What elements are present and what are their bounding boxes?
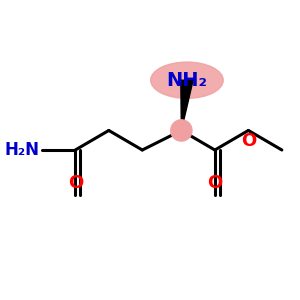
Circle shape — [171, 120, 192, 141]
Text: O: O — [241, 132, 256, 150]
Text: O: O — [207, 174, 223, 192]
Text: NH₂: NH₂ — [167, 71, 208, 90]
Ellipse shape — [151, 62, 223, 98]
Text: O: O — [68, 174, 83, 192]
Text: H₂N: H₂N — [4, 141, 39, 159]
Polygon shape — [181, 80, 193, 130]
